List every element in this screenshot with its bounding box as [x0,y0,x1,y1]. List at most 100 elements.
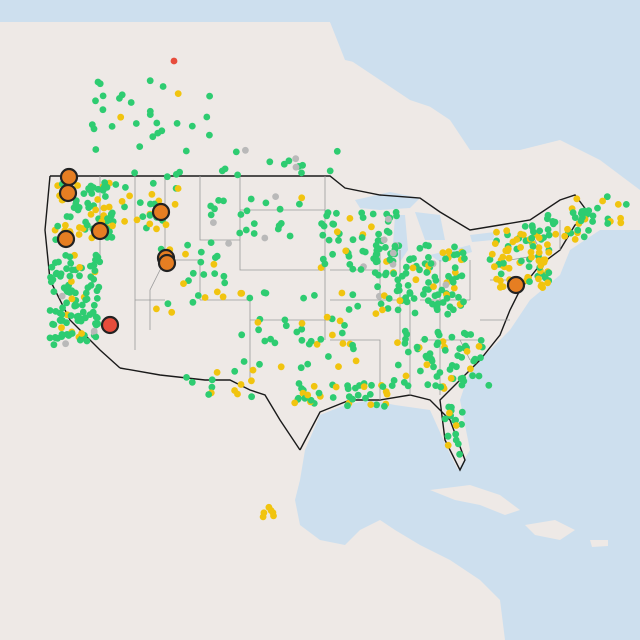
station-marker-good[interactable] [262,199,270,207]
station-marker-good[interactable] [338,329,346,337]
alert-marker-unhealthy-sensitive[interactable] [151,202,171,222]
station-marker-good[interactable] [329,394,337,401]
station-marker-good[interactable] [581,208,589,216]
station-marker-good[interactable] [218,167,226,175]
station-marker-good[interactable] [435,331,443,339]
station-marker-moderate[interactable] [291,399,299,407]
station-marker-good[interactable] [103,217,111,225]
station-marker-good[interactable] [189,269,197,277]
station-marker-good[interactable] [236,229,244,237]
station-marker-good[interactable] [281,316,289,324]
station-marker-good[interactable] [585,227,592,234]
station-marker-good[interactable] [400,379,408,386]
station-marker-good[interactable] [92,251,100,259]
station-marker-good[interactable] [362,394,369,402]
station-marker-good[interactable] [319,231,327,239]
station-marker-good[interactable] [589,212,597,220]
station-marker-good[interactable] [373,250,381,258]
station-marker-moderate[interactable] [213,288,221,296]
station-marker-good[interactable] [460,329,468,337]
station-marker-good[interactable] [422,352,430,360]
station-marker-good[interactable] [453,363,460,371]
station-marker-good[interactable] [311,292,318,299]
station-marker-good[interactable] [215,197,223,204]
station-marker-good[interactable] [247,195,255,203]
station-marker-good[interactable] [371,269,379,276]
station-marker-no-data[interactable] [272,193,279,201]
station-marker-good[interactable] [136,143,144,151]
station-marker-good[interactable] [285,157,293,165]
station-marker-moderate[interactable] [210,260,218,268]
station-marker-good[interactable] [485,381,493,389]
station-marker-good[interactable] [57,273,64,280]
station-marker-good[interactable] [68,287,76,294]
station-marker-moderate[interactable] [535,275,542,283]
station-marker-good[interactable] [518,257,525,265]
station-marker-moderate[interactable] [493,228,500,236]
station-marker-good[interactable] [417,367,424,375]
station-marker-good[interactable] [66,272,74,280]
station-marker-good[interactable] [212,254,219,261]
station-marker-moderate[interactable] [213,369,221,376]
station-marker-good[interactable] [183,374,190,381]
station-marker-moderate[interactable] [313,340,321,348]
station-marker-good[interactable] [87,282,95,289]
station-marker-good[interactable] [46,307,54,314]
station-marker-good[interactable] [528,222,536,230]
station-marker-moderate[interactable] [171,200,179,208]
station-marker-good[interactable] [52,308,60,315]
station-marker-good[interactable] [393,212,400,220]
station-marker-good[interactable] [333,147,341,155]
station-marker-good[interactable] [200,271,208,278]
station-marker-good[interactable] [569,209,577,217]
station-marker-good[interactable] [574,226,582,234]
station-marker-good[interactable] [46,334,54,342]
station-marker-good[interactable] [528,234,536,242]
station-marker-no-data[interactable] [242,146,249,154]
station-marker-good[interactable] [197,248,205,256]
station-marker-moderate[interactable] [68,278,75,285]
station-marker-good[interactable] [237,211,245,218]
station-marker-moderate[interactable] [450,284,458,292]
station-marker-no-data[interactable] [385,215,392,223]
station-marker-good[interactable] [266,158,274,166]
station-marker-good[interactable] [68,266,76,274]
station-marker-moderate[interactable] [182,250,189,258]
station-marker-good[interactable] [349,395,356,403]
station-marker-unhealthy[interactable] [170,57,178,65]
station-marker-moderate[interactable] [430,283,437,290]
station-marker-good[interactable] [250,220,258,228]
station-marker-moderate[interactable] [499,283,507,290]
station-marker-good[interactable] [92,333,100,341]
station-marker-moderate[interactable] [499,253,507,261]
station-marker-moderate[interactable] [535,249,543,256]
station-marker-good[interactable] [366,391,374,398]
station-marker-good[interactable] [458,408,466,416]
station-marker-good[interactable] [452,430,460,438]
station-marker-good[interactable] [207,202,215,210]
station-marker-moderate[interactable] [346,215,354,222]
station-marker-moderate[interactable] [517,244,524,251]
station-marker-good[interactable] [454,440,462,448]
station-marker-good[interactable] [83,337,91,345]
station-marker-good[interactable] [433,306,441,314]
station-marker-good[interactable] [452,416,459,424]
station-marker-good[interactable] [59,304,66,312]
station-marker-good[interactable] [295,380,303,387]
station-marker-good[interactable] [430,363,437,371]
station-marker-good[interactable] [90,276,98,283]
station-marker-moderate[interactable] [475,343,483,350]
alert-marker-unhealthy-sensitive[interactable] [59,167,79,187]
station-marker-good[interactable] [63,213,71,220]
station-marker-good[interactable] [207,239,215,247]
station-marker-moderate[interactable] [335,363,342,370]
station-marker-good[interactable] [286,232,294,240]
station-marker-good[interactable] [127,99,135,106]
station-marker-good[interactable] [92,146,100,153]
station-marker-good[interactable] [386,256,394,264]
station-marker-moderate[interactable] [168,308,176,316]
station-marker-good[interactable] [267,335,274,343]
station-marker-good[interactable] [232,148,240,156]
station-marker-moderate[interactable] [380,292,388,299]
